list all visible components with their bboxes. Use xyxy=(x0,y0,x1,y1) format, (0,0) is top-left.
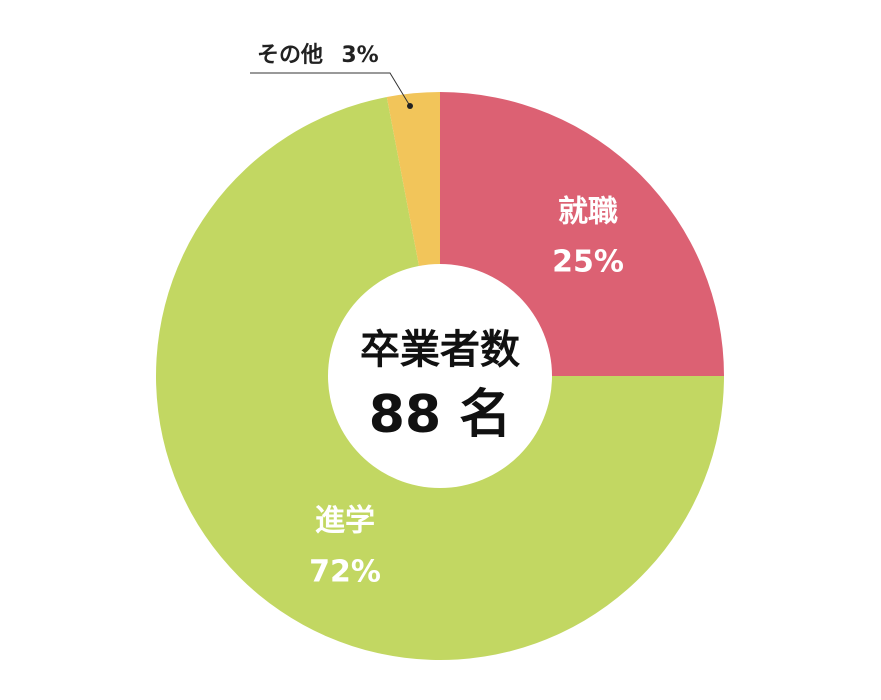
slice-label: その他 xyxy=(257,43,323,68)
leader-line xyxy=(250,72,411,107)
slice-label: 就職 xyxy=(558,195,618,230)
slice-label: 進学 xyxy=(315,504,375,539)
leader-dot xyxy=(407,103,413,109)
slice-value-label: 3% xyxy=(341,43,378,68)
slice-value-label: 25% xyxy=(552,245,624,280)
slice xyxy=(155,97,724,661)
slice-value-label: 72% xyxy=(309,555,381,590)
donut-hole xyxy=(328,264,552,488)
slice xyxy=(386,92,440,278)
center-title: 卒業者数 xyxy=(360,327,520,373)
center-value: 88 名 xyxy=(369,385,511,445)
